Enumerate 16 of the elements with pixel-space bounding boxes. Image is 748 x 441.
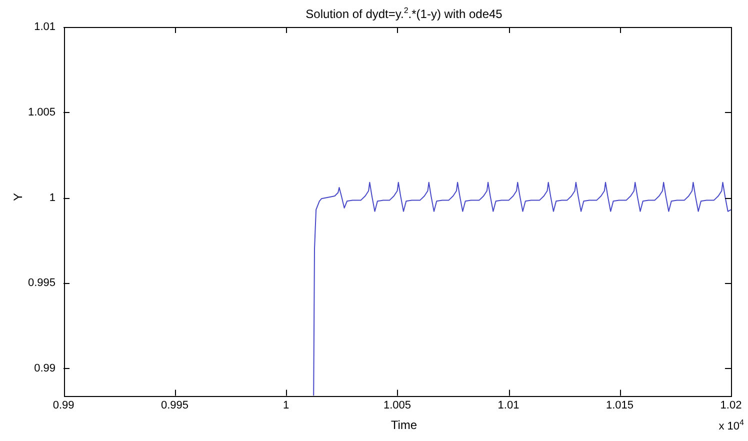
text: x 10$^{4}$ — [718, 418, 744, 433]
x-tick-label: 0.995 — [161, 399, 189, 412]
x-axis-title: Time — [390, 418, 418, 432]
x-tick-label: 0.99 — [52, 399, 74, 412]
y-tick-label: 1 — [49, 192, 56, 204]
y-tick-label: 0.99 — [34, 362, 56, 375]
x-tick-label: 1 — [282, 399, 290, 412]
x-tick-label: 1.015 — [606, 399, 634, 412]
y-tick-label: 1.005 — [28, 106, 56, 118]
x-tick-label: 1.005 — [384, 399, 412, 412]
y-axis-title: Y — [11, 192, 26, 202]
y-tick-label: 1.01 — [34, 21, 56, 34]
x-tick-label: 1.01 — [498, 399, 520, 412]
chart-title: Solution of dydt=y.$^{2}$.*(1-y) with ode45 — [304, 6, 504, 21]
y-tick-label: 0.995 — [28, 277, 56, 290]
x-tick-label: 1.02 — [720, 399, 742, 412]
